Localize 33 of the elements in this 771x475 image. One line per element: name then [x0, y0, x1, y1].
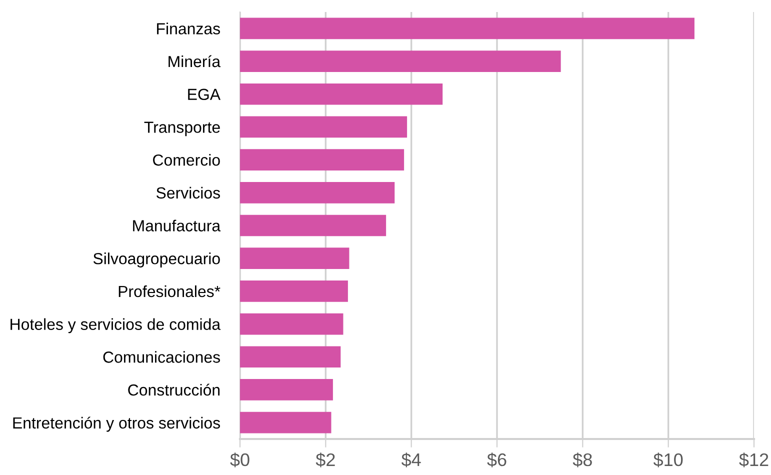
x-tick-label: $0 — [230, 452, 250, 468]
bar — [240, 50, 561, 72]
bar — [240, 214, 386, 236]
y-tick-label: Silvoagropecuario — [93, 252, 220, 268]
bar — [240, 412, 332, 434]
y-tick-label: Hoteles y servicios de comida — [10, 318, 221, 334]
bar — [240, 280, 348, 302]
x-tick-label: $6 — [487, 452, 506, 468]
y-tick-label: Minería — [168, 55, 221, 68]
bar — [240, 346, 341, 368]
y-tick-label: Finanzas — [157, 22, 220, 34]
x-tick-label: $2 — [316, 452, 335, 468]
bar — [240, 313, 344, 335]
y-tick-label: Construcción — [128, 384, 220, 396]
x-tick-label: $8 — [572, 452, 592, 468]
y-tick-label: Manufactura — [133, 220, 221, 232]
y-tick-label: Servicios — [156, 186, 220, 199]
x-tick-label: $10 — [653, 452, 683, 468]
bar — [240, 18, 694, 40]
bar — [240, 116, 408, 138]
y-tick-label: Entretención y otros servicios — [13, 416, 220, 432]
bar — [240, 182, 395, 204]
bar — [240, 83, 443, 105]
bar — [240, 248, 350, 270]
y-tick-label: Comunicaciones — [103, 351, 220, 363]
y-tick-label: Transporte — [144, 122, 220, 136]
bar — [240, 149, 404, 170]
x-tick-label: $12 — [739, 452, 768, 468]
x-tick-label: $4 — [401, 452, 421, 468]
bar — [240, 379, 333, 400]
y-tick-label: Profesionales* — [118, 285, 220, 298]
y-tick-label: Comercio — [153, 154, 220, 166]
y-tick-label: EGA — [188, 88, 221, 100]
